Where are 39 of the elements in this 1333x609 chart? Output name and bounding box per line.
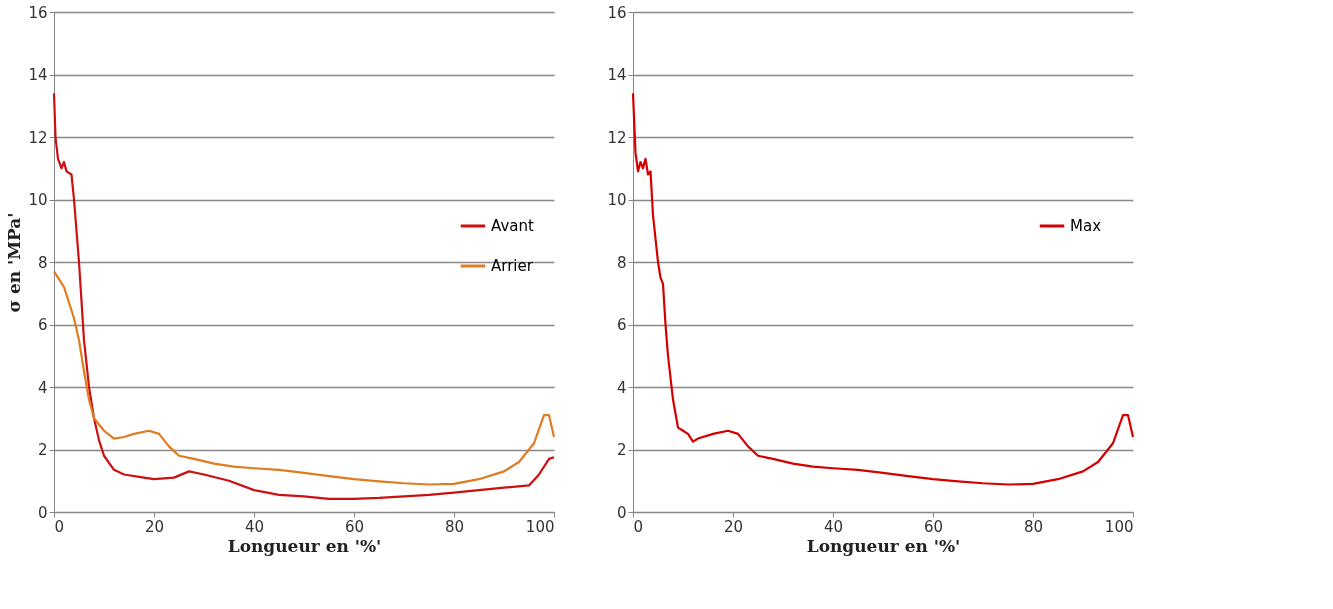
y-tick-label: 10 bbox=[607, 191, 627, 209]
y-axis-title: σ en 'MPa' bbox=[4, 212, 25, 313]
y-tick-label: 16 bbox=[607, 3, 627, 22]
x-tick-label: 20 bbox=[144, 517, 165, 536]
line-series bbox=[52, 270, 556, 486]
y-tick-label: 2 bbox=[37, 441, 48, 459]
x-tick-label: 0 bbox=[54, 517, 65, 536]
x-tick-label: 80 bbox=[444, 517, 465, 536]
x-tick-label: 20 bbox=[723, 517, 744, 536]
y-tick-label: 12 bbox=[607, 128, 627, 147]
x-tick-label: 40 bbox=[823, 517, 844, 536]
x-tick-label: 40 bbox=[244, 517, 265, 536]
y-tick-label: 8 bbox=[616, 253, 627, 272]
legend-label: Avant bbox=[491, 217, 534, 235]
y-tick-label: 0 bbox=[37, 503, 48, 522]
x-tick-label: 0 bbox=[633, 517, 644, 536]
x-tick-label: 60 bbox=[923, 517, 944, 536]
y-tick-label: 16 bbox=[28, 3, 48, 22]
y-tick-label: 8 bbox=[37, 253, 48, 272]
y-tick-label: 4 bbox=[616, 378, 627, 397]
x-tick-label: 80 bbox=[1023, 517, 1044, 536]
legend-label: Arrier bbox=[491, 257, 534, 275]
line-series bbox=[52, 92, 556, 500]
y-tick-label: 2 bbox=[616, 441, 627, 459]
y-tick-label: 0 bbox=[616, 503, 627, 522]
y-tick-label: 14 bbox=[28, 66, 48, 84]
y-tick-label: 14 bbox=[607, 66, 627, 84]
legend-label: Max bbox=[1070, 217, 1102, 235]
y-tick-label: 4 bbox=[37, 378, 48, 397]
y-tick-label: 10 bbox=[28, 191, 48, 209]
x-axis-title: Longueur en '%' bbox=[227, 535, 382, 556]
x-tick-label: 100 bbox=[1104, 517, 1134, 536]
y-tick-label: 12 bbox=[28, 128, 48, 147]
y-tick-label: 6 bbox=[616, 316, 627, 334]
y-tick-label: 6 bbox=[37, 316, 48, 334]
x-axis-title: Longueur en '%' bbox=[806, 535, 961, 556]
x-tick-label: 100 bbox=[525, 517, 555, 536]
x-tick-label: 60 bbox=[344, 517, 365, 536]
line-series bbox=[631, 92, 1135, 486]
